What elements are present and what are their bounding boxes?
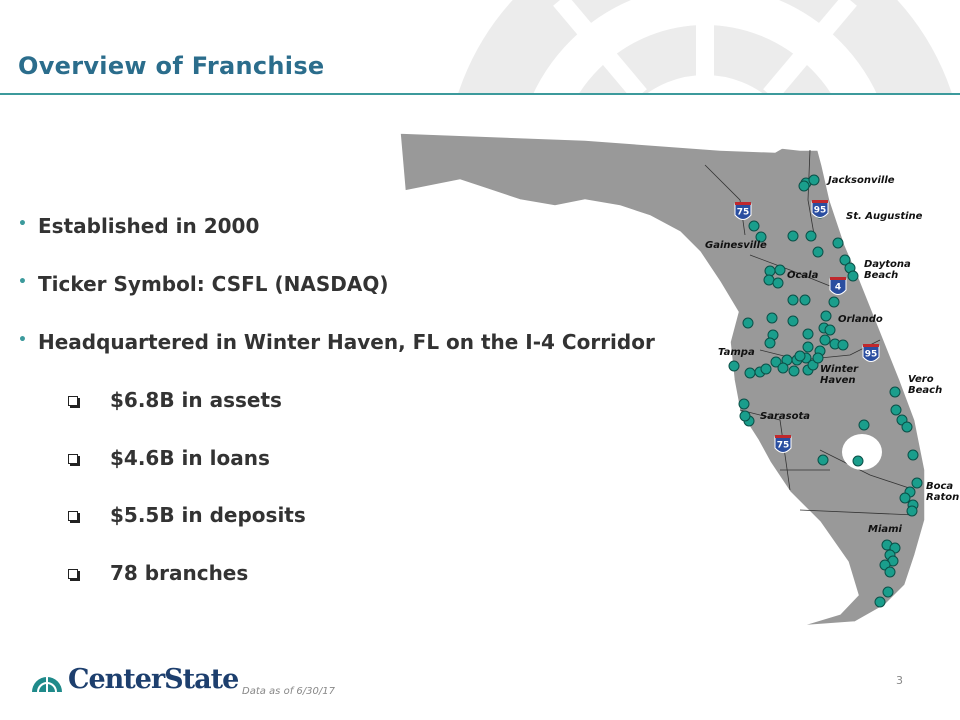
branch-marker: [805, 230, 817, 242]
branch-marker: [770, 356, 782, 368]
title: Overview of Franchise: [18, 52, 325, 80]
branch-marker: [837, 339, 849, 351]
branch-marker: [817, 454, 829, 466]
logo-icon: [32, 677, 62, 693]
branch-marker: [812, 246, 824, 258]
shield-shape: [862, 345, 880, 362]
branch-marker: [742, 317, 754, 329]
shield-top: [812, 200, 828, 203]
branch-marker: [787, 315, 799, 327]
city-label: Winter Haven: [820, 364, 859, 386]
interstate-number: 75: [737, 208, 750, 218]
branch-marker: [787, 294, 799, 306]
branch-marker: [760, 363, 772, 375]
branch-marker: [852, 455, 864, 467]
branch-marker: [744, 367, 756, 379]
branch-marker: [874, 596, 886, 608]
city-label: Miami: [868, 524, 902, 535]
city-label: St. Augustine: [846, 211, 923, 222]
shield-shape: [811, 201, 829, 218]
branch-marker: [828, 296, 840, 308]
city-label: Vero Beach: [908, 374, 943, 396]
branch-marker: [906, 505, 918, 517]
shield-top: [830, 277, 846, 280]
city-label: Boca Raton: [926, 481, 960, 503]
county-lines: [704, 149, 916, 516]
branch-marker: [798, 180, 810, 192]
interstate-shields: 75 95 4 95 75: [734, 200, 880, 453]
branch-marker: [774, 264, 786, 276]
title-rule: [0, 93, 960, 95]
city-label: Orlando: [838, 314, 883, 325]
branch-marker: [802, 328, 814, 340]
city-label: Jacksonville: [828, 175, 895, 186]
sub-bullet: $5.5B in deposits: [68, 503, 306, 527]
branch-marker: [899, 492, 911, 504]
branch-marker: [824, 324, 836, 336]
branch-marker: [794, 350, 806, 362]
branch-marker: [748, 220, 760, 232]
branch-marker: [728, 360, 740, 372]
footnote: Data as of 6/30/17: [242, 686, 335, 697]
branch-marker: [907, 449, 919, 461]
branch-marker: [764, 337, 776, 349]
branch-marker: [884, 566, 896, 578]
branch-marker: [777, 362, 789, 374]
branch-marker: [819, 334, 831, 346]
branch-marker: [901, 421, 913, 433]
branch-marker: [772, 277, 784, 289]
branch-marker: [911, 477, 923, 489]
branch-marker: [820, 310, 832, 322]
city-label: Sarasota: [760, 411, 810, 422]
branch-marker: [847, 270, 859, 282]
branch-marker: [739, 410, 751, 422]
branch-marker: [787, 230, 799, 242]
branch-marker: [788, 365, 800, 377]
shield-shape: [734, 203, 752, 220]
interstate-number: 95: [865, 350, 878, 360]
page-number: 3: [896, 674, 903, 687]
branch-marker: [812, 352, 824, 364]
bullet: Established in 2000: [18, 214, 259, 238]
florida-map: [399, 132, 926, 627]
branch-marker: [890, 404, 902, 416]
interstate-number: 4: [835, 283, 841, 293]
branch-marker: [738, 398, 750, 410]
sub-bullet: $4.6B in loans: [68, 446, 270, 470]
sub-bullet: $6.8B in assets: [68, 388, 282, 412]
shield-top: [775, 435, 791, 438]
branch-marker: [882, 586, 894, 598]
city-label: Ocala: [787, 270, 819, 281]
branch-marker: [766, 312, 778, 324]
branch-marker: [799, 294, 811, 306]
branch-marker: [832, 237, 844, 249]
shield-shape: [774, 436, 792, 453]
branch-marker: [839, 254, 851, 266]
interstate-number: 95: [814, 206, 827, 216]
branch-markers: [728, 174, 923, 608]
shield-top: [863, 344, 879, 347]
shield-shape: [829, 278, 847, 295]
branch-marker: [755, 231, 767, 243]
branch-marker: [802, 341, 814, 353]
bullet: Headquartered in Winter Haven, FL on the…: [18, 330, 655, 354]
city-label: Tampa: [718, 347, 755, 358]
sub-bullet: 78 branches: [67, 561, 249, 585]
city-label: Daytona Beach: [864, 259, 911, 281]
branch-marker: [889, 386, 901, 398]
branch-marker: [763, 274, 775, 286]
logo: CenterState: [68, 664, 239, 695]
shield-top: [735, 202, 751, 205]
branch-marker: [858, 419, 870, 431]
lake-okeechobee: [842, 434, 882, 470]
bullet: Ticker Symbol: CSFL (NASDAQ): [18, 272, 388, 296]
branch-marker: [808, 174, 820, 186]
city-label: Gainesville: [705, 240, 767, 251]
branch-marker: [764, 265, 776, 277]
interstate-number: 75: [777, 441, 790, 451]
